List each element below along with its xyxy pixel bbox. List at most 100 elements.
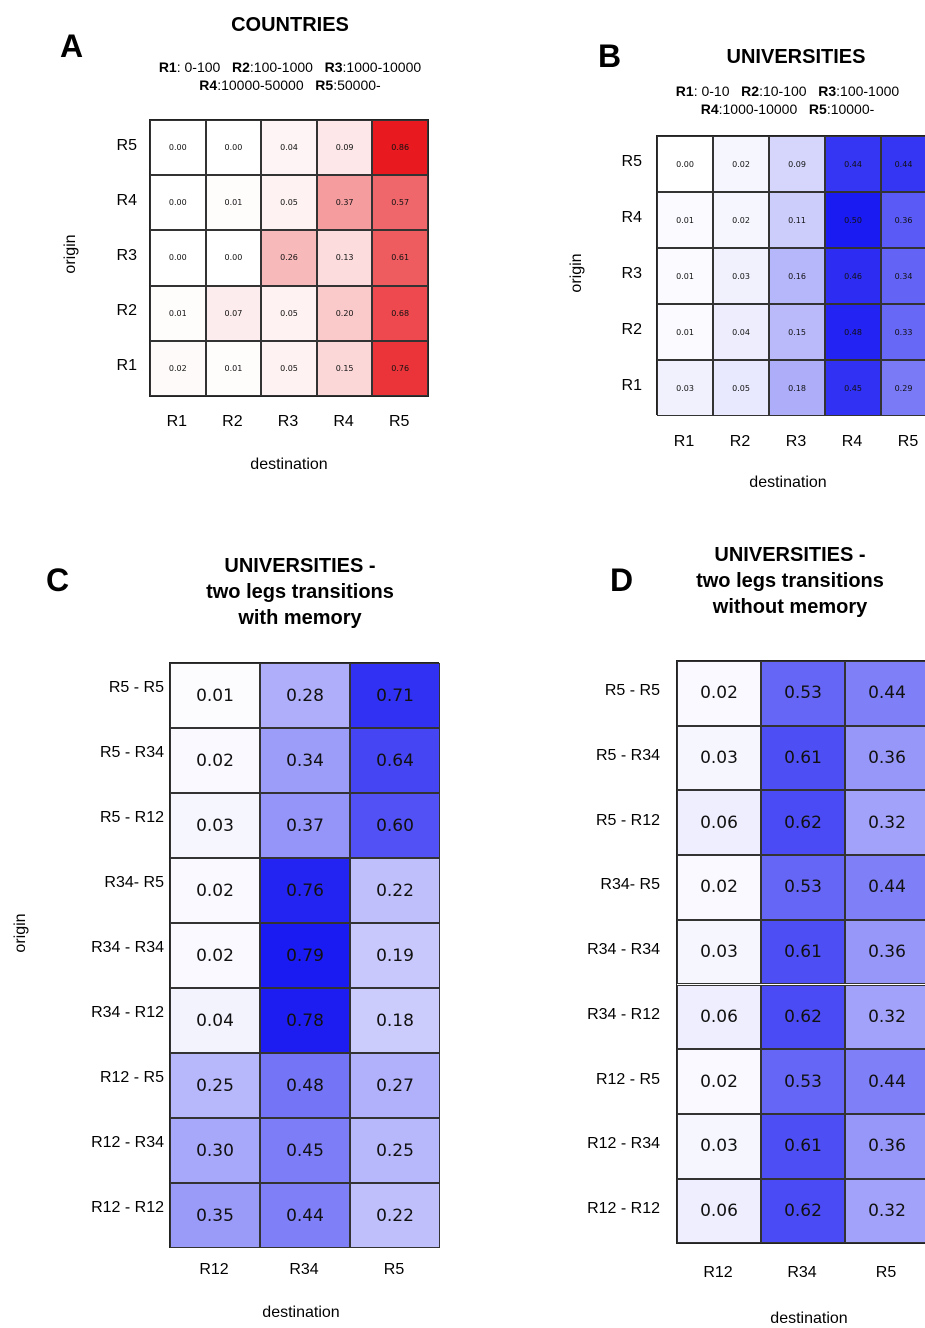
- heatmap-cell: 0.13: [316, 230, 373, 286]
- y-tick-label: R3: [621, 265, 642, 282]
- y-tick-label: R2: [116, 302, 137, 320]
- heatmap-cell: 0.22: [350, 858, 440, 923]
- y-tick-label: R12 - R12: [587, 1199, 660, 1217]
- heatmap-cell: 0.57: [372, 175, 428, 231]
- heatmap-cell: 0.30: [170, 1118, 260, 1183]
- panel-d-xlabel: destination: [770, 1310, 848, 1327]
- heatmap-cell: 0.11: [769, 192, 825, 248]
- panel-d-title-line: without memory: [712, 596, 868, 618]
- panel-b-ylabel: origin: [568, 253, 585, 293]
- heatmap-cell: 0.60: [350, 793, 440, 858]
- heatmap-cell: 0.01: [170, 663, 260, 728]
- heatmap-cell: 0.62: [761, 790, 845, 856]
- legend-range-key: R5: [315, 77, 334, 93]
- panel-a-legend: R1: 0-100 R2:100-1000 R3:1000-10000 R4:10…: [120, 58, 460, 94]
- y-tick-label: R5 - R5: [604, 682, 660, 700]
- heatmap-cell: 0.62: [761, 1178, 845, 1244]
- y-tick-label: R5 - R34: [595, 747, 660, 765]
- heatmap-cell: 0.36: [845, 1113, 925, 1179]
- legend-range-key: R4: [199, 77, 218, 93]
- heatmap-cell: 0.61: [761, 919, 845, 985]
- heatmap-cell: 0.53: [761, 1049, 845, 1114]
- legend-range-key: R2: [741, 83, 760, 99]
- x-tick-label: R3: [785, 433, 807, 450]
- heatmap-cell: 0.01: [657, 304, 713, 360]
- panel-a-legend-line: R4:10000-50000 R5:50000-: [120, 76, 460, 94]
- panel-c-title-line: with memory: [238, 607, 362, 629]
- heatmap-cell: 0.06: [677, 1178, 761, 1244]
- heatmap-cell: 0.05: [261, 175, 317, 231]
- y-tick-label: R1: [116, 357, 137, 375]
- legend-range-value: :1000-10000: [342, 59, 422, 75]
- legend-range-value: :1000-10000: [718, 101, 809, 117]
- y-tick-label: R34- R5: [104, 873, 164, 891]
- y-tick-label: R5: [621, 153, 642, 170]
- heatmap-cell: 0.09: [316, 120, 373, 176]
- heatmap-cell: 0.68: [372, 285, 428, 341]
- heatmap-cell: 0.36: [845, 919, 925, 985]
- heatmap-cell: 0.15: [769, 304, 825, 360]
- panel-c-ylabel: origin: [12, 913, 29, 953]
- heatmap-cell: 0.00: [657, 136, 713, 192]
- heatmap-cell: 0.32: [845, 1178, 925, 1244]
- heatmap-cell: 0.33: [881, 304, 925, 360]
- y-tick-label: R34 - R34: [91, 938, 164, 956]
- heatmap-cell: 0.36: [845, 725, 925, 791]
- y-tick-label: R12 - R5: [99, 1068, 164, 1086]
- panel-a-heatmap: 0.00 0.00 0.04 0.09 0.86 0.00 0.01 0.05 0.37 0.57…: [149, 119, 429, 397]
- legend-range-key: R5: [808, 101, 827, 117]
- panel-c-xlabel: destination: [262, 1304, 340, 1321]
- heatmap-cell: 0.34: [260, 728, 350, 793]
- x-tick-label: R1: [166, 413, 188, 430]
- heatmap-cell: 0.09: [769, 136, 825, 192]
- heatmap-cell: 0.44: [825, 136, 881, 192]
- heatmap-cell: 0.18: [769, 360, 825, 416]
- heatmap-cell: 0.03: [677, 1113, 761, 1179]
- heatmap-cell: 0.02: [677, 661, 761, 726]
- y-tick-label: R5 - R34: [99, 743, 164, 761]
- panel-d-title-line: two legs transitions: [696, 570, 884, 592]
- heatmap-cell: 0.00: [205, 230, 262, 286]
- y-tick-label: R5 - R5: [108, 678, 164, 696]
- heatmap-cell: 0.01: [205, 175, 262, 231]
- heatmap-cell: 0.76: [260, 858, 350, 923]
- heatmap-cell: 0.15: [316, 340, 373, 396]
- panel-a-legend-line: R1: 0-100 R2:100-1000 R3:1000-10000: [120, 58, 460, 76]
- heatmap-cell: 0.50: [825, 192, 881, 248]
- y-tick-label: R2: [621, 321, 642, 338]
- heatmap-cell: 0.28: [260, 663, 350, 728]
- heatmap-cell: 0.03: [713, 248, 769, 304]
- heatmap-cell: 0.44: [881, 136, 925, 192]
- x-tick-label: R1: [673, 433, 695, 450]
- y-tick-label: R12 - R5: [595, 1070, 660, 1088]
- heatmap-cell: 0.36: [881, 192, 925, 248]
- panel-c-label: C: [46, 562, 70, 598]
- panel-c-title-line: two legs transitions: [206, 581, 394, 603]
- heatmap-cell: 0.01: [205, 340, 262, 396]
- panel-b-legend: R1: 0-10 R2:10-100 R3:100-1000 R4:1000-10…: [650, 82, 925, 118]
- y-tick-label: R5 - R12: [99, 808, 164, 826]
- heatmap-cell: 0.26: [261, 230, 317, 286]
- legend-range-value: :10000-50000: [217, 77, 316, 93]
- legend-range-value: :10-100: [759, 83, 819, 99]
- heatmap-cell: 0.32: [845, 984, 925, 1050]
- panel-b-title: UNIVERSITIES: [726, 46, 866, 68]
- heatmap-cell: 0.16: [769, 248, 825, 304]
- heatmap-cell: 0.07: [205, 285, 262, 341]
- heatmap-cell: 0.02: [677, 855, 761, 920]
- panel-a-title: COUNTRIES: [231, 14, 349, 36]
- legend-range-value: :10000-: [826, 101, 875, 117]
- heatmap-cell: 0.01: [657, 192, 713, 248]
- heatmap-cell: 0.22: [350, 1183, 440, 1248]
- heatmap-cell: 0.48: [825, 304, 881, 360]
- heatmap-cell: 0.64: [350, 728, 440, 793]
- x-tick-label: R5: [897, 433, 919, 450]
- x-tick-label: R12: [199, 1261, 229, 1278]
- legend-range-key: R3: [818, 83, 837, 99]
- panel-b-legend-line: R4:1000-10000 R5:10000-: [650, 100, 925, 118]
- heatmap-cell: 0.29: [881, 360, 925, 416]
- panel-d-label: D: [610, 562, 634, 598]
- heatmap-cell: 0.44: [845, 1049, 925, 1114]
- y-tick-label: R34 - R12: [91, 1003, 164, 1021]
